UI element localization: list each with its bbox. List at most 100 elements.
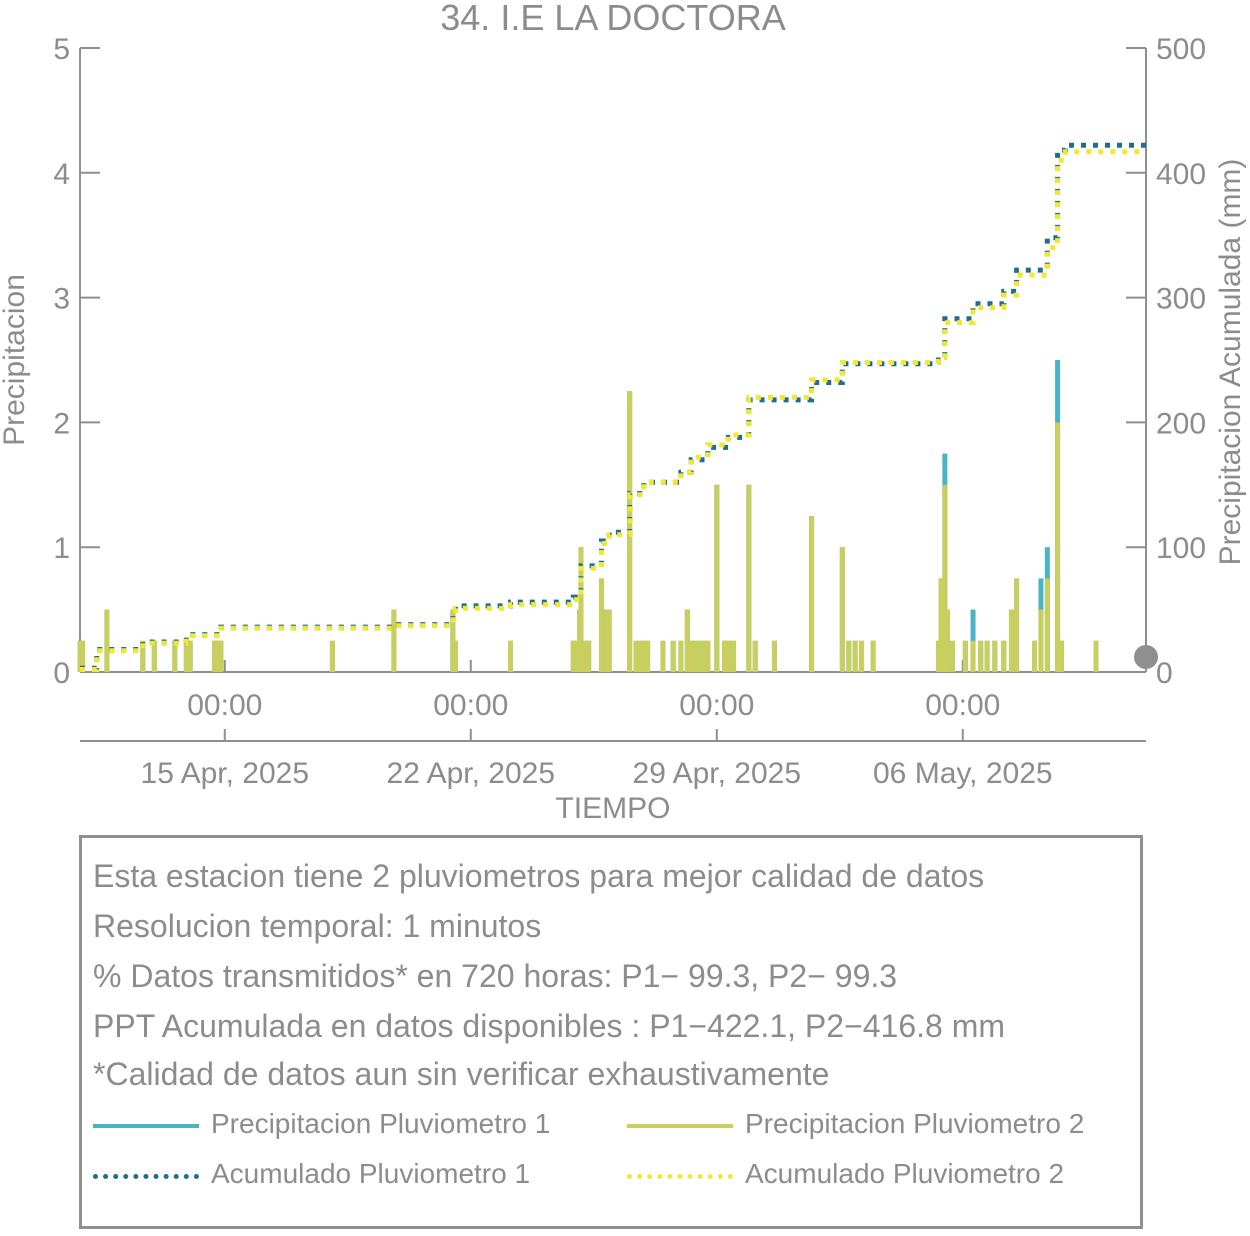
precip-bar-p2 <box>586 640 592 672</box>
precip-bar-p2 <box>1058 640 1064 672</box>
precip-bar-p2 <box>598 578 604 672</box>
y-tick-label-right: 0 <box>1156 657 1173 690</box>
precip-bar-p2 <box>187 640 193 672</box>
precip-bar-p2 <box>183 640 189 672</box>
precip-bar-p2 <box>870 640 876 672</box>
precip-bar-p2 <box>641 640 647 672</box>
precip-bar-p2 <box>852 640 858 672</box>
precip-bar-p2 <box>645 640 651 672</box>
legend-swatch-acum-p1 <box>93 1174 199 1179</box>
precip-bar-p2 <box>962 640 968 672</box>
y-tick-label-right: 200 <box>1156 407 1206 440</box>
precip-bar-p2 <box>859 640 865 672</box>
precip-bar-p2 <box>570 640 576 672</box>
legend-label: Precipitacion Pluviometro 2 <box>745 1108 1085 1139</box>
precip-bar-p2 <box>721 640 727 672</box>
precip-bar-p2 <box>578 547 584 672</box>
y-tick-label-left: 4 <box>53 158 70 191</box>
y-tick-label-left: 5 <box>53 33 70 66</box>
y-axis-right-label: Precipitacion Acumulada (mm) <box>1214 159 1247 566</box>
precip-bar-p2 <box>978 640 984 672</box>
precip-bar-p2 <box>140 640 146 672</box>
y-tick-label-left: 0 <box>53 657 70 690</box>
precip-bar-p2 <box>752 640 758 672</box>
precip-bar-p2 <box>151 640 157 672</box>
info-line-transmitted: % Datos transmitidos* en 720 horas: P1− … <box>93 958 898 994</box>
tick-labels-layer: 0 1 2 3 4 5 0 100 200 300 400 500 00:00 15 Apr, 2025 0… <box>53 33 1206 790</box>
precip-bar-p2 <box>678 640 684 672</box>
legend-swatch-precip-p1 <box>93 1124 199 1128</box>
info-line-resolution: Resolucion temporal: 1 minutos <box>93 908 542 944</box>
info-line-stations: Esta estacion tiene 2 pluviometros para … <box>93 858 985 894</box>
info-legend-box: Esta estacion tiene 2 pluviometros para … <box>79 835 1143 1229</box>
precip-bar-p2 <box>660 640 666 672</box>
x-tick-label-time: 00:00 <box>925 689 1000 722</box>
precip-bar-p2 <box>1014 578 1020 672</box>
precip-bar-p2 <box>846 640 852 672</box>
precip-bar-p2 <box>77 640 83 672</box>
precip-bar-p2 <box>714 484 720 672</box>
precip-bar-p2 <box>104 609 110 672</box>
legend-item-precip-p1: Precipitacion Pluviometro 1 <box>93 1108 613 1144</box>
precip-bar-p2 <box>839 547 845 672</box>
legend-item-precip-p2: Precipitacion Pluviometro 2 <box>627 1108 1137 1144</box>
precip-bar-p2 <box>1008 609 1014 672</box>
precip-bar-p2 <box>692 640 698 672</box>
x-axis-label: TIEMPO <box>555 792 670 825</box>
y-tick-label-left: 3 <box>53 283 70 316</box>
y-tick-label-right: 300 <box>1156 283 1206 316</box>
precip-bar-p2 <box>606 609 612 672</box>
precip-bar-p2 <box>1044 578 1050 672</box>
cumulative-line-p1 <box>80 142 1146 671</box>
precip-bar-p2 <box>1001 640 1007 672</box>
legend-label: Acumulado Pluviometro 1 <box>211 1158 531 1189</box>
legend-label: Precipitacion Pluviometro 1 <box>211 1108 551 1139</box>
precip-bar-p2 <box>992 640 998 672</box>
x-tick-label-date: 15 Apr, 2025 <box>141 757 310 790</box>
precip-bar-p2 <box>809 516 815 672</box>
precip-bar-p2 <box>212 640 218 672</box>
legend-swatch-precip-p2 <box>627 1124 733 1128</box>
x-tick-label-time: 00:00 <box>187 689 262 722</box>
axes-layer <box>79 47 1147 742</box>
precip-bar-p2 <box>771 640 777 672</box>
precip-bar-p2 <box>573 640 579 672</box>
precip-bar-p2 <box>1055 422 1061 672</box>
end-marker-dot <box>1134 645 1158 670</box>
precip-bar-p2 <box>80 640 86 672</box>
precip-bar-p2 <box>508 640 513 672</box>
cumulative-line-p2 <box>80 149 1146 672</box>
precip-bar-p2 <box>1032 640 1038 672</box>
y-tick-label-left: 2 <box>53 407 70 440</box>
precipitation-chart: 34. I.E LA DOCTORA 0 1 2 3 4 5 0 100 200 300 400 50… <box>0 0 1247 825</box>
precip-bar-p2 <box>938 578 944 672</box>
x-tick-label-time: 00:00 <box>433 689 508 722</box>
x-tick-label-time: 00:00 <box>679 689 754 722</box>
y-tick-label-right: 100 <box>1156 532 1206 565</box>
precip-bar-p2 <box>705 640 711 672</box>
precip-bar-p2 <box>452 640 458 672</box>
precip-bar-p2 <box>604 609 610 672</box>
precip-bar-p2 <box>391 609 397 672</box>
precip-bar-p2 <box>684 609 690 672</box>
precip-bar-p2 <box>725 640 731 672</box>
precip-bar-p2 <box>172 640 178 672</box>
precip-bar-p2 <box>1093 640 1099 672</box>
precip-bar-p2 <box>944 609 950 672</box>
precip-bar-p2 <box>701 640 707 672</box>
info-line-accumulated: PPT Acumulada en datos disponibles : P1−… <box>93 1008 1005 1044</box>
x-tick-label-date: 22 Apr, 2025 <box>387 757 556 790</box>
legend-swatch-acum-p2 <box>627 1174 733 1179</box>
precip-bar-p2 <box>218 640 224 672</box>
precip-bar-p2 <box>450 609 456 672</box>
precip-bar-p2 <box>950 640 956 672</box>
precip-bar-p2 <box>935 640 941 672</box>
info-line-quality-note: *Calidad de datos aun sin verificar exha… <box>93 1056 830 1092</box>
precip-bar-p2 <box>670 640 676 672</box>
precip-bar-p2 <box>696 640 702 672</box>
precip-bar-p2 <box>329 640 335 672</box>
precip-bar-p2 <box>214 640 220 672</box>
precip-bar-p2 <box>730 640 736 672</box>
cumulative-lines-layer <box>80 142 1158 672</box>
precip-bar-p2 <box>984 640 990 672</box>
